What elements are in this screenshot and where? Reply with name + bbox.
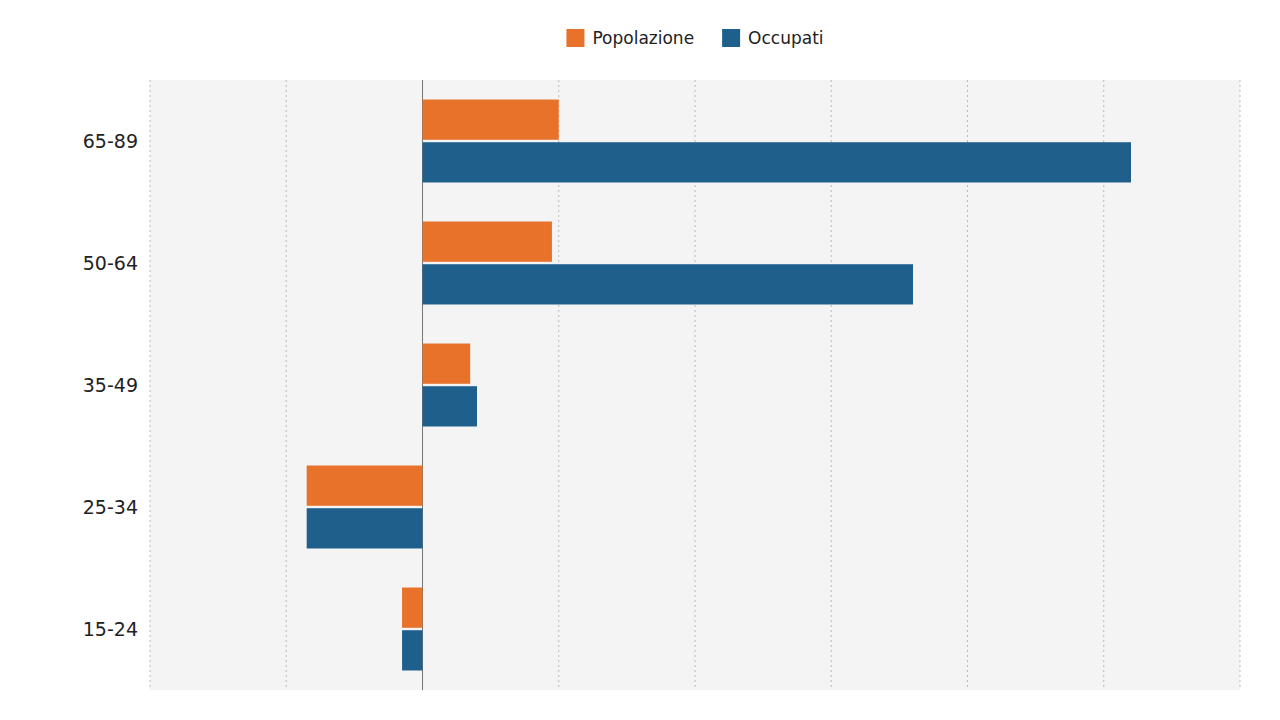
legend-label: Occupati — [748, 28, 823, 48]
bar — [423, 344, 471, 384]
legend-label: Popolazione — [592, 28, 694, 48]
bar — [423, 142, 1132, 182]
bar — [423, 386, 478, 426]
grid-line — [286, 80, 287, 690]
y-tick-label: 25-34 — [83, 496, 138, 518]
grid — [150, 80, 1240, 690]
grid-line — [150, 80, 151, 690]
plot-area — [150, 80, 1240, 690]
legend: Popolazione Occupati — [566, 28, 823, 48]
y-tick-label: 35-49 — [83, 374, 138, 396]
bar — [423, 264, 914, 304]
bar — [307, 466, 423, 506]
grid-line — [1240, 80, 1241, 690]
chart: 65-89 50-64 35-49 25-34 15-24 Popolazione Occu… — [0, 0, 1280, 720]
bars — [307, 100, 1131, 671]
y-tick-label: 15-24 — [83, 618, 138, 640]
bar — [423, 222, 552, 262]
bar — [423, 100, 559, 140]
bar — [402, 588, 422, 628]
chart-container: 65-89 50-64 35-49 25-34 15-24 Popolazione Occu… — [0, 0, 1280, 720]
y-tick-label: 50-64 — [83, 252, 138, 274]
bar — [307, 508, 423, 548]
legend-swatch — [722, 29, 740, 47]
bar — [402, 630, 422, 670]
y-tick-label: 65-89 — [83, 130, 138, 152]
legend-swatch — [566, 29, 584, 47]
